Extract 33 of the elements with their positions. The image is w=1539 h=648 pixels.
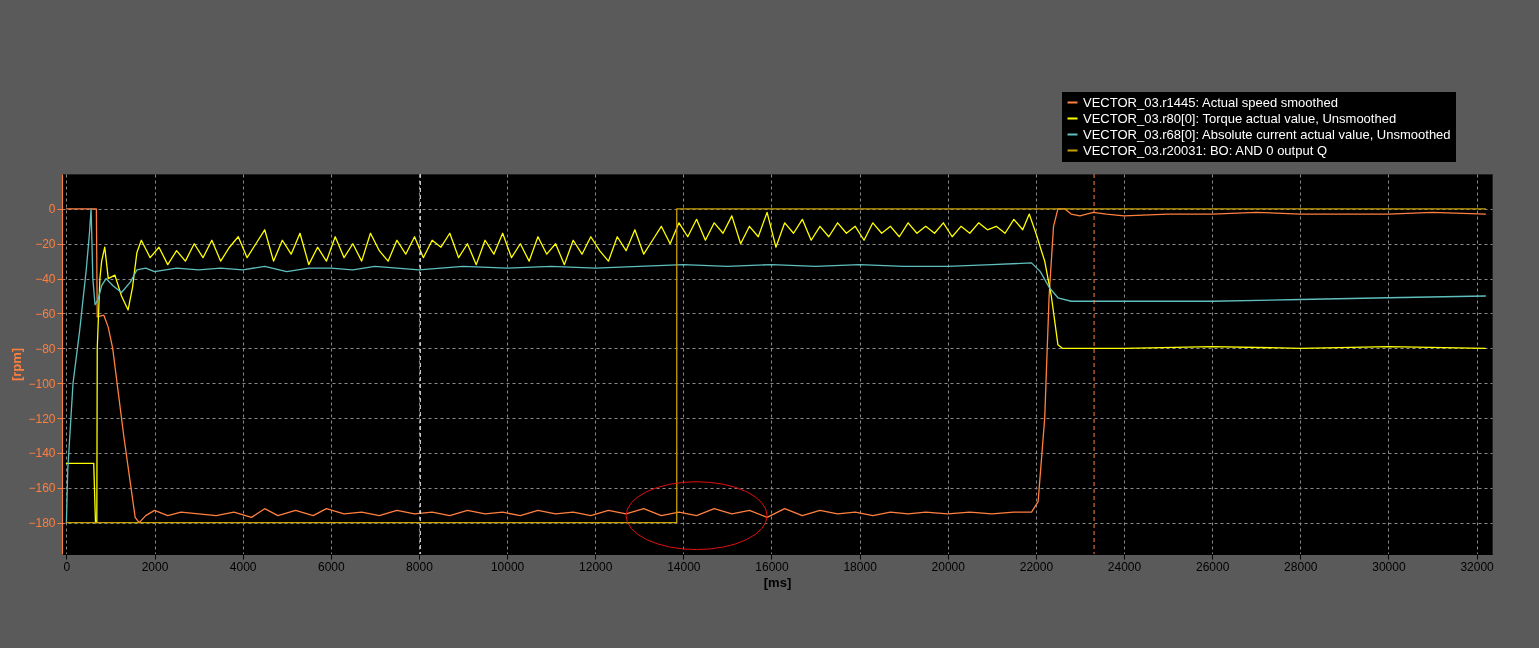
x-tick-label: 2000 <box>141 559 169 574</box>
x-tick-label: 16000 <box>755 559 789 574</box>
x-tick-label: 28000 <box>1284 559 1318 574</box>
legend-label: VECTOR_03.r20031: BO: AND 0 output Q <box>1083 142 1327 158</box>
y-axis-title: [rpm] <box>9 347 25 382</box>
y-tick-label: −160 <box>28 481 56 496</box>
y-tick-label: −20 <box>35 237 56 252</box>
x-tick-label: 14000 <box>667 559 701 574</box>
x-tick-label: 24000 <box>1107 559 1142 574</box>
y-tick-label: −140 <box>28 446 56 461</box>
x-tick-label: 8000 <box>406 559 434 574</box>
x-tick-label: 12000 <box>579 559 613 574</box>
x-tick-label: 32000 <box>1460 559 1495 574</box>
x-tick-label: 18000 <box>843 559 878 574</box>
y-tick-label: −80 <box>35 341 56 356</box>
x-tick-label: 20000 <box>931 559 966 574</box>
x-tick-label: 30000 <box>1372 559 1406 574</box>
x-axis-title: [ms] <box>763 574 792 590</box>
y-tick-label: −40 <box>35 272 56 287</box>
legend-label: VECTOR_03.r68[0]: Absolute current actual value, Unsmoothed <box>1083 126 1451 142</box>
x-tick-label: 10000 <box>490 559 525 574</box>
x-tick-label: 22000 <box>1019 559 1054 574</box>
y-tick-label: 0 <box>48 202 56 217</box>
x-tick-label: 0 <box>63 559 71 574</box>
x-tick-label: 6000 <box>317 559 345 574</box>
x-tick-label: 26000 <box>1195 559 1230 574</box>
y-tick-label: −60 <box>35 306 56 321</box>
legend-label: VECTOR_03.r1445: Actual speed smoothed <box>1083 94 1338 110</box>
y-tick-label: −100 <box>28 376 56 391</box>
y-tick-label: −180 <box>28 516 56 531</box>
legend-label: VECTOR_03.r80[0]: Torque actual value, Unsmoothed <box>1083 110 1397 126</box>
x-tick-label: 4000 <box>229 559 257 574</box>
y-tick-label: −120 <box>28 411 56 426</box>
